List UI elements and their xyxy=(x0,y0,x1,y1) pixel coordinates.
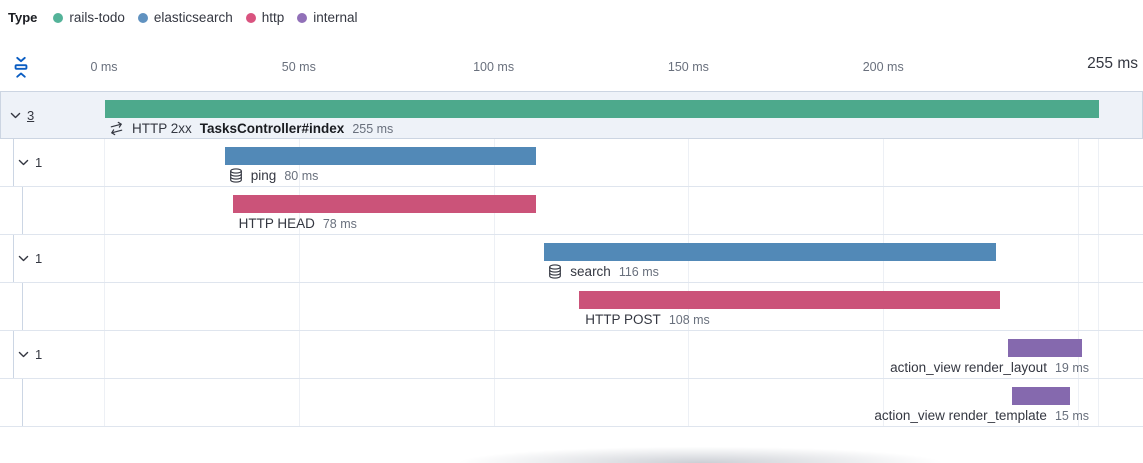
axis-tick-label: 200 ms xyxy=(862,60,904,74)
indent-guide xyxy=(22,187,23,234)
span-bar[interactable] xyxy=(544,243,997,261)
gridline xyxy=(298,91,300,427)
indent-guide xyxy=(22,283,23,330)
axis-tick-label: 150 ms xyxy=(667,60,709,74)
waterfall-row[interactable]: HTTP HEAD 78 ms xyxy=(0,187,1143,235)
span-duration: 15 ms xyxy=(1054,408,1089,423)
legend-item-label: rails-todo xyxy=(69,10,125,25)
span-duration: 255 ms xyxy=(352,121,394,136)
span-duration: 19 ms xyxy=(1054,360,1089,375)
legend-item-label: elasticsearch xyxy=(153,10,233,25)
axis-tick-label: 100 ms xyxy=(473,60,515,74)
span-prefix: HTTP 2xx xyxy=(132,121,192,136)
axis-tick-label: 0 ms xyxy=(90,60,118,74)
accordion-toggle[interactable]: 3 xyxy=(9,92,34,138)
gridline xyxy=(104,91,105,427)
transaction-icon xyxy=(110,121,123,136)
chevron-down-icon xyxy=(18,255,29,262)
time-axis: 0 ms 50 ms 100 ms 150 ms 200 ms xyxy=(0,60,1143,78)
children-count: 1 xyxy=(35,347,43,362)
span-duration: 78 ms xyxy=(322,216,357,231)
span-label: ping 80 ms xyxy=(229,167,319,184)
span-label: action_view render_layout 19 ms xyxy=(890,359,1089,376)
chevron-down-icon xyxy=(18,159,29,166)
transaction-bar[interactable] xyxy=(105,100,1099,118)
span-duration: 80 ms xyxy=(284,168,319,183)
legend-item[interactable]: http xyxy=(245,10,285,25)
span-name: HTTP HEAD xyxy=(238,216,315,231)
span-bar[interactable] xyxy=(1011,387,1071,405)
legend-items: rails-todo elasticsearch http internal xyxy=(53,10,370,25)
children-count: 3 xyxy=(27,107,35,123)
legend-dot-icon xyxy=(245,12,256,23)
waterfall-chart: 3 HTTP 2xx TasksController#index 255 ms 1 pin… xyxy=(0,91,1143,427)
legend-item[interactable]: elasticsearch xyxy=(137,10,233,25)
trace-total-duration: 255 ms xyxy=(1087,55,1138,72)
database-icon xyxy=(229,168,242,183)
span-label: HTTP HEAD 78 ms xyxy=(239,215,357,232)
children-count: 1 xyxy=(35,251,43,266)
legend-dot-icon xyxy=(297,12,308,23)
span-bar[interactable] xyxy=(579,291,1001,309)
gridline xyxy=(1078,91,1079,427)
waterfall-row[interactable]: HTTP POST 108 ms xyxy=(0,283,1143,331)
span-name: action_view render_layout xyxy=(890,360,1047,375)
span-name: TasksController#index xyxy=(199,121,345,136)
chevron-down-icon xyxy=(18,351,29,358)
indent-guide xyxy=(13,139,14,186)
gridline xyxy=(493,91,495,427)
waterfall-row[interactable]: 3 HTTP 2xx TasksController#index 255 ms xyxy=(0,91,1143,139)
collapse-all-button[interactable] xyxy=(12,56,30,82)
children-count: 1 xyxy=(35,155,43,170)
span-label: action_view render_template 15 ms xyxy=(874,407,1089,424)
legend-item[interactable]: internal xyxy=(297,10,358,25)
chevron-down-icon xyxy=(10,112,21,118)
legend: Type rails-todo elasticsearch http internal xyxy=(8,10,371,25)
axis-tick-label: 50 ms xyxy=(281,60,316,74)
waterfall-row[interactable]: 1 search 116 ms xyxy=(0,235,1143,283)
waterfall-row[interactable]: 1 ping 80 ms xyxy=(0,139,1143,187)
accordion-toggle[interactable]: 1 xyxy=(17,331,42,378)
accordion-toggle[interactable]: 1 xyxy=(17,139,42,186)
span-label: HTTP 2xx TasksController#index 255 ms xyxy=(109,120,393,137)
span-name: HTTP POST xyxy=(585,312,661,327)
fold-icon xyxy=(14,56,28,78)
span-name: search xyxy=(570,264,611,279)
span-label: HTTP POST 108 ms xyxy=(585,311,710,328)
indent-guide xyxy=(22,379,23,426)
legend-item-label: internal xyxy=(313,10,358,25)
panel-shadow xyxy=(385,437,1015,463)
indent-guide xyxy=(13,235,14,282)
span-bar[interactable] xyxy=(224,147,537,165)
legend-dot-icon xyxy=(53,12,64,23)
span-bar[interactable] xyxy=(232,195,537,213)
legend-item-label: http xyxy=(261,10,285,25)
span-name: action_view render_template xyxy=(874,408,1047,423)
legend-title: Type xyxy=(8,10,38,25)
span-duration: 116 ms xyxy=(618,264,659,279)
waterfall-row[interactable]: action_view render_template 15 ms xyxy=(0,379,1143,427)
span-name: ping xyxy=(250,168,277,183)
legend-item[interactable]: rails-todo xyxy=(53,10,125,25)
indent-guide xyxy=(13,331,14,378)
accordion-toggle[interactable]: 1 xyxy=(17,235,42,282)
waterfall-row[interactable]: 1 action_view render_layout 19 ms xyxy=(0,331,1143,379)
gridline xyxy=(1097,91,1099,427)
database-icon xyxy=(549,264,562,279)
span-bar[interactable] xyxy=(1007,339,1082,357)
span-duration: 108 ms xyxy=(668,312,710,327)
legend-dot-icon xyxy=(137,12,148,23)
span-label: search 116 ms xyxy=(548,263,659,280)
